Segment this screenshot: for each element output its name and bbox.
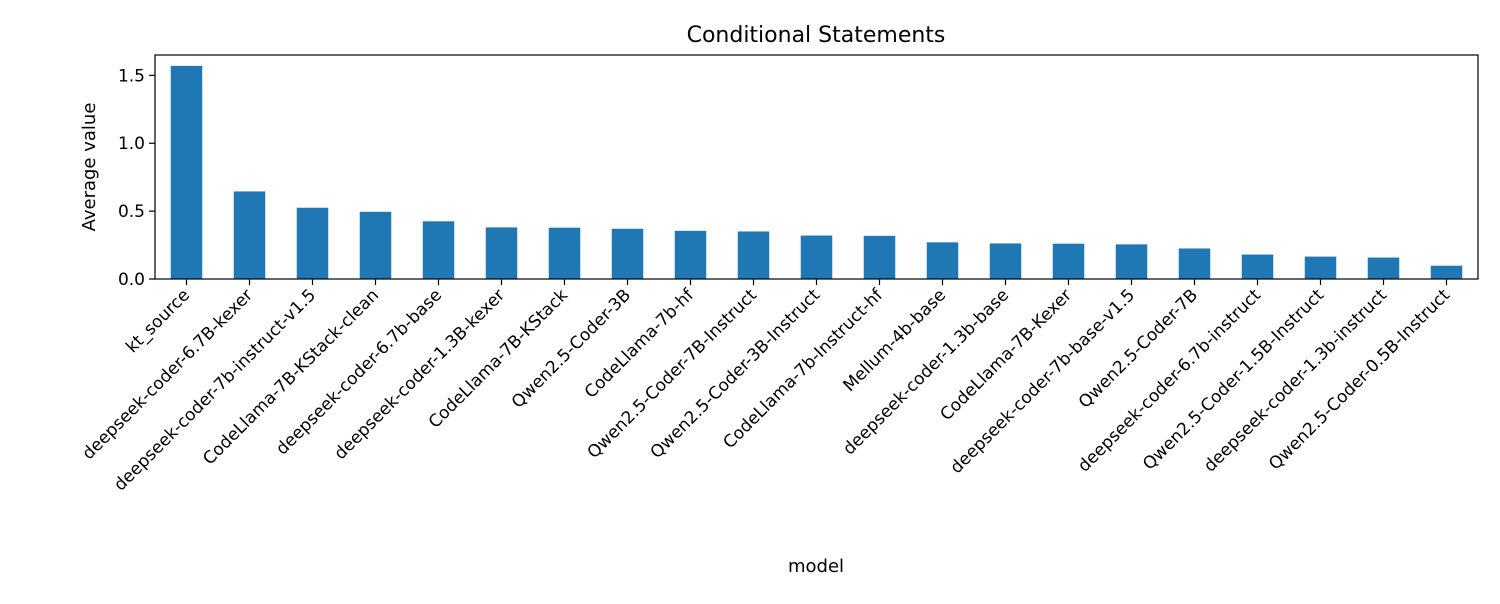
bar-9 [737, 231, 770, 279]
bars-layer [170, 65, 1463, 279]
bar-16 [1178, 248, 1211, 279]
bar-1 [233, 191, 266, 279]
bar-20 [1430, 265, 1463, 279]
bar-4 [422, 221, 455, 279]
y-tick-label: 0.0 [118, 270, 145, 290]
y-tick-label: 0.5 [118, 202, 145, 222]
x-axis-title: model [788, 556, 844, 577]
y-axis-title: Average value [79, 103, 100, 232]
y-tick-label: 1.0 [118, 134, 145, 154]
bar-0 [170, 65, 203, 279]
bar-8 [674, 230, 707, 279]
bar-3 [359, 211, 392, 279]
chart-title: Conditional Statements [687, 23, 946, 48]
bar-19 [1367, 257, 1400, 279]
x-tick-label: CodeLlama-7b-hf [581, 285, 699, 403]
y-tick-label: 1.5 [118, 66, 145, 86]
bar-18 [1304, 256, 1337, 279]
bar-14 [1052, 243, 1085, 279]
bar-11 [863, 235, 896, 279]
bar-10 [800, 235, 833, 279]
y-axis: 0.0 0.5 1.0 1.5 [118, 66, 155, 290]
x-tick-label: Qwen2.5-Coder-3B [508, 285, 635, 412]
plot-frame [154, 54, 1479, 280]
bar-15 [1115, 244, 1148, 279]
x-tick-label: Qwen2.5-Coder-7B [1075, 285, 1202, 412]
bar-12 [926, 242, 959, 279]
bar-5 [485, 227, 518, 279]
bar-17 [1241, 254, 1274, 279]
bar-13 [989, 243, 1022, 279]
bar-7 [611, 228, 644, 279]
x-axis: kt_sourcedeepseek-coder-6.7B-kexerdeepse… [78, 279, 1454, 495]
bar-2 [296, 207, 329, 279]
bar-6 [548, 227, 581, 279]
